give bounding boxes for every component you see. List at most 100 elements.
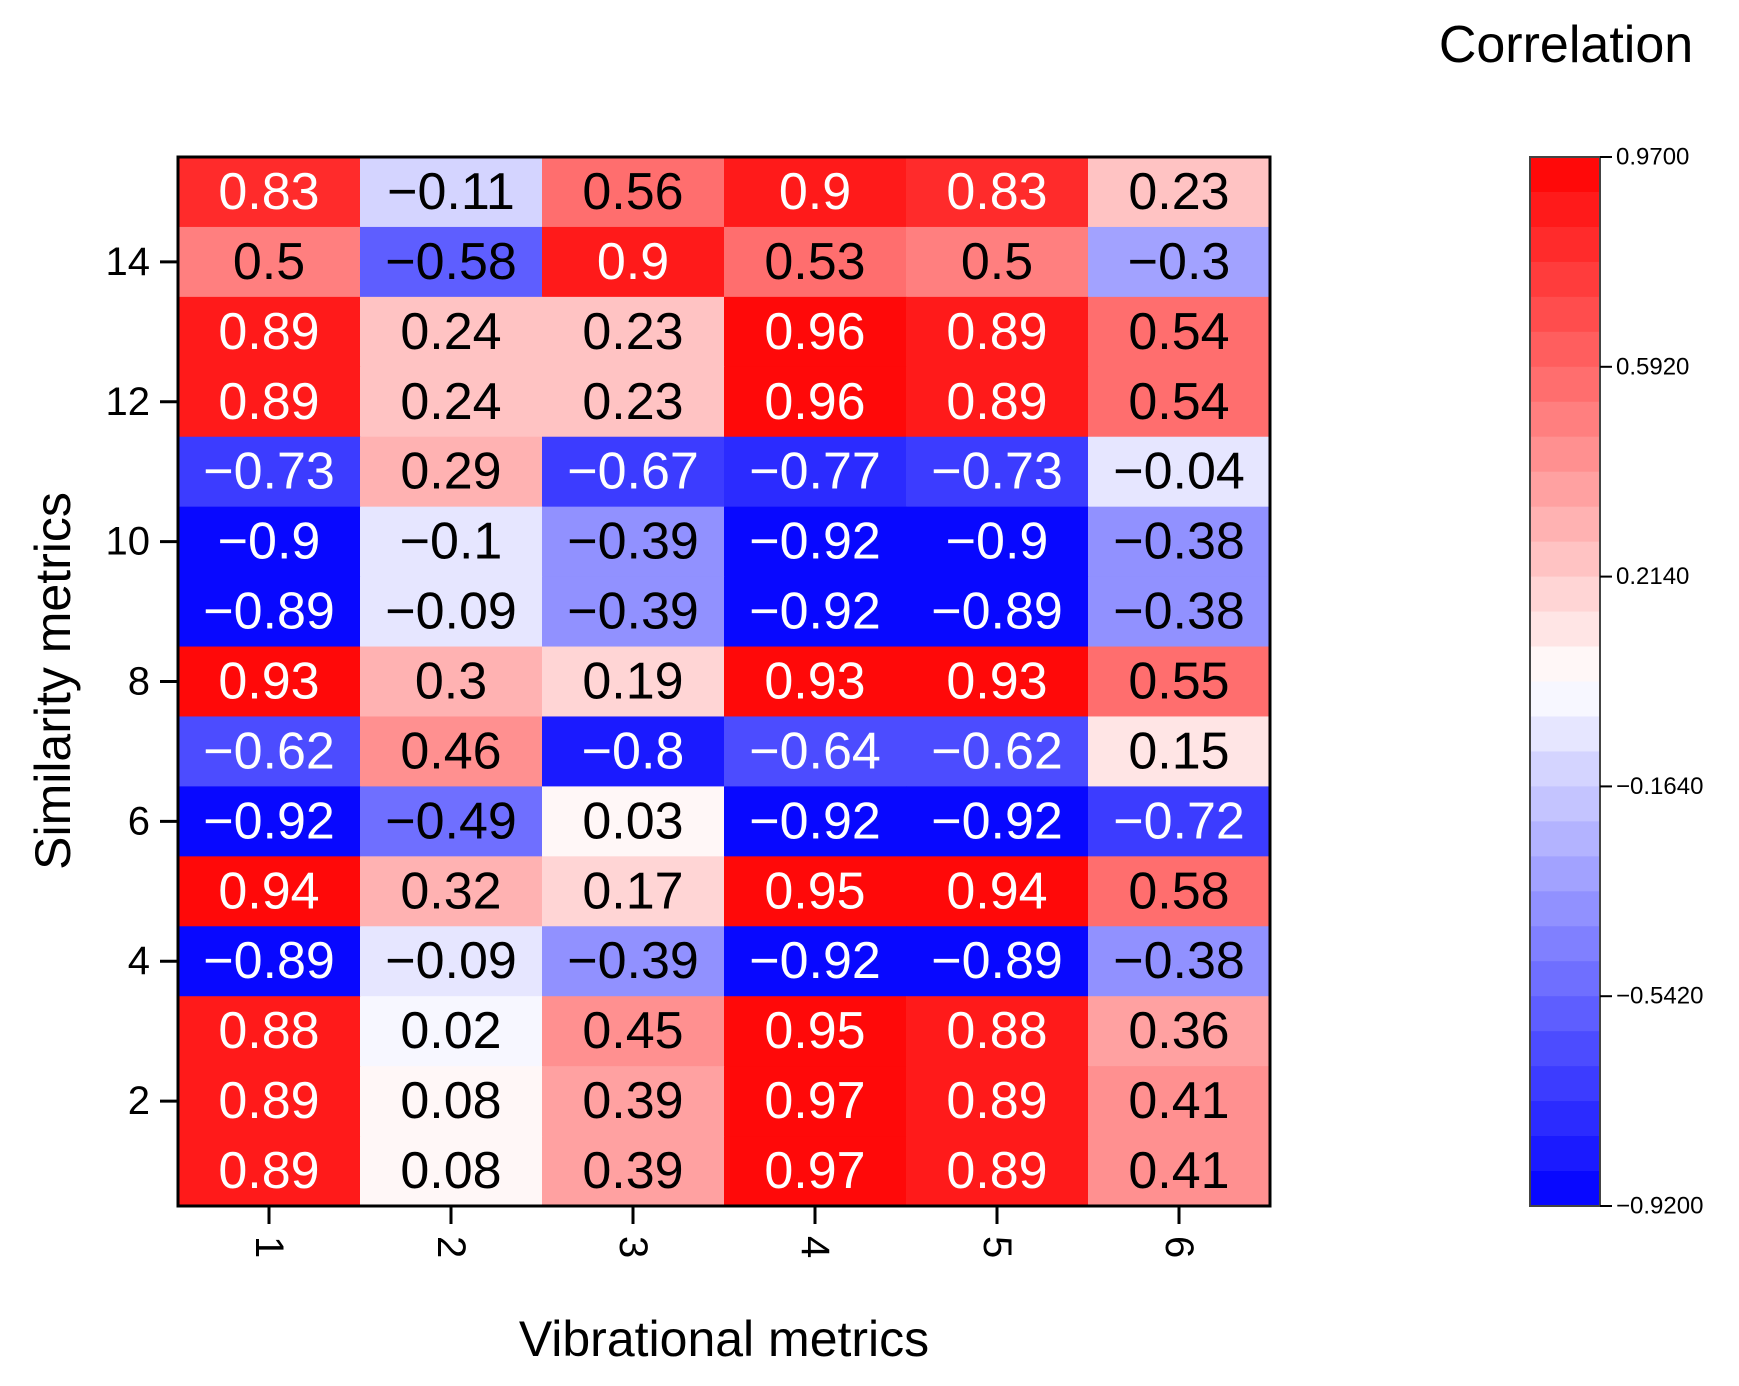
heatmap-cell: [1088, 576, 1271, 648]
heatmap-cell-value: −0.89: [203, 932, 335, 990]
heatmap-cell-value: 0.23: [582, 373, 683, 431]
colorbar-segment: [1530, 436, 1600, 473]
heatmap-cell: [1088, 646, 1271, 718]
heatmap-cell-value: 0.83: [218, 163, 319, 221]
heatmap-cell: [360, 926, 543, 997]
heatmap-cell-value: −0.38: [1113, 513, 1245, 571]
colorbar-segment: [1530, 296, 1600, 333]
colorbar-segment: [1530, 786, 1600, 822]
colorbar-segment: [1530, 891, 1600, 927]
heatmap-cell-value: −0.92: [749, 932, 881, 990]
heatmap-cell: [724, 576, 907, 648]
heatmap-cell-value: 0.94: [218, 862, 319, 920]
heatmap-cell: [724, 1136, 907, 1207]
colorbar-segment: [1530, 681, 1600, 718]
colorbar-segment: [1530, 751, 1600, 787]
colorbar-segment: [1530, 401, 1600, 438]
heatmap-cell-value: 0.89: [946, 373, 1047, 431]
heatmap-cell-value: −0.92: [749, 583, 881, 641]
colorbar-tick-label: 0.5920: [1616, 353, 1689, 380]
heatmap-cell-value: 0.02: [400, 1002, 501, 1060]
heatmap-cell: [724, 226, 907, 298]
heatmap-cell: [542, 1066, 725, 1137]
heatmap-cell: [360, 506, 543, 578]
heatmap-cell-value: 0.5: [961, 233, 1033, 291]
heatmap-cell-value: 0.54: [1128, 373, 1229, 431]
heatmap-cell: [1088, 926, 1271, 997]
heatmap-cell-value: −0.73: [203, 443, 335, 501]
heatmap-cell-value: 0.08: [400, 1072, 501, 1130]
heatmap-cell: [906, 226, 1089, 298]
heatmap-cell: [906, 1066, 1089, 1137]
colorbar-segment: [1530, 961, 1600, 997]
heatmap-cell-value: −0.49: [385, 792, 517, 850]
heatmap-cell-value: −0.8: [582, 722, 685, 780]
heatmap-cell: [724, 366, 907, 438]
colorbar-segment: [1530, 1031, 1600, 1067]
heatmap-cell: [178, 506, 361, 578]
colorbar-ticks: 0.9700 0.5920 0.2140 −0.1640 −0.5420 −0.9200: [1600, 144, 1703, 1220]
colorbar-segment: [1530, 331, 1600, 368]
heatmap-cell: [178, 576, 361, 648]
colorbar-segment: [1530, 1101, 1600, 1137]
heatmap-cell-value: 0.24: [400, 303, 501, 361]
y-tick-label: 8: [128, 660, 150, 704]
x-axis-title: Vibrational metrics: [519, 1311, 929, 1367]
heatmap-cell: [724, 506, 907, 578]
colorbar-segment: [1530, 926, 1600, 962]
heatmap-cell-value: 0.46: [400, 722, 501, 780]
heatmap-cell-value: 0.45: [582, 1002, 683, 1060]
x-tick-label: 5: [975, 1236, 1019, 1258]
heatmap-cell: [360, 436, 543, 508]
heatmap-cell-value: 0.17: [582, 862, 683, 920]
heatmap-cell-value: −0.92: [749, 792, 881, 850]
heatmap-cell: [542, 366, 725, 438]
heatmap-cell-value: 0.9: [779, 163, 851, 221]
heatmap-cell: [906, 786, 1089, 857]
colorbar-tick-label: −0.1640: [1616, 773, 1703, 800]
heatmap-cell: [178, 436, 361, 508]
heatmap-cell-value: 0.96: [764, 373, 865, 431]
heatmap-cell-value: 0.9: [597, 233, 669, 291]
heatmap-cell: [906, 366, 1089, 438]
heatmap-cell-value: 0.55: [1128, 653, 1229, 711]
heatmap-cell-value: 0.89: [946, 1072, 1047, 1130]
heatmap-cell: [724, 716, 907, 787]
heatmap-cell-value: 0.97: [764, 1142, 865, 1200]
heatmap-cell-value: 0.89: [218, 303, 319, 361]
heatmap-cell-value: −0.92: [931, 792, 1063, 850]
heatmap-cell-value: −0.09: [385, 583, 517, 641]
heatmap-cell: [1088, 716, 1271, 787]
heatmap-cell: [724, 786, 907, 857]
heatmap-cell: [1088, 436, 1271, 508]
x-tick-label: 6: [1157, 1236, 1201, 1258]
heatmap-cell: [360, 226, 543, 298]
heatmap-cell: [906, 576, 1089, 648]
heatmap-cell-value: −0.1: [400, 513, 503, 571]
heatmap-cell: [724, 157, 907, 228]
colorbar-segment: [1530, 996, 1600, 1032]
heatmap-cell: [906, 157, 1089, 228]
heatmap-cell: [360, 366, 543, 438]
colorbar-title: Correlation: [1439, 16, 1693, 74]
heatmap-cell-value: 0.89: [218, 373, 319, 431]
colorbar-segment: [1530, 541, 1600, 578]
heatmap-cell-value: −0.62: [203, 722, 335, 780]
heatmap-cell-value: −0.04: [1113, 443, 1245, 501]
heatmap-cell-value: −0.3: [1128, 233, 1231, 291]
colorbar-tick-label: 0.9700: [1616, 144, 1689, 171]
heatmap-cell-value: 0.94: [946, 862, 1047, 920]
heatmap-cell-value: 0.89: [218, 1072, 319, 1130]
heatmap-cell: [178, 786, 361, 857]
heatmap-cell: [724, 436, 907, 508]
heatmap-cell-value: 0.5: [233, 233, 305, 291]
heatmap-cell-value: −0.77: [749, 443, 881, 501]
heatmap-cell: [542, 157, 725, 228]
heatmap-cell: [906, 296, 1089, 368]
heatmap-cell: [178, 996, 361, 1067]
heatmap-cell-value: 0.89: [946, 1142, 1047, 1200]
heatmap-cell: [1088, 296, 1271, 368]
heatmap-cells: [178, 157, 1271, 1207]
heatmap-cell: [906, 506, 1089, 578]
